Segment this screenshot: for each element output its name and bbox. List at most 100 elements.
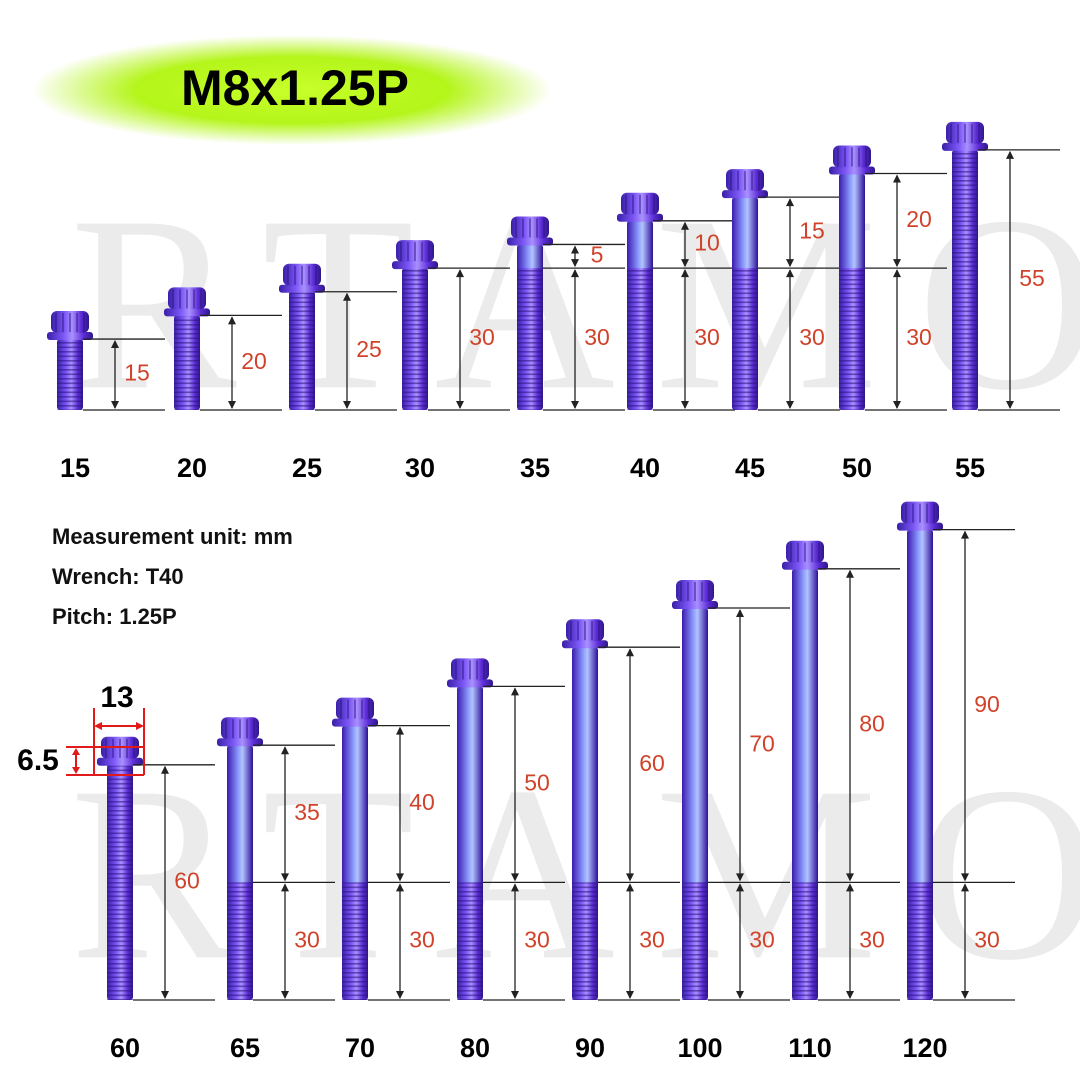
arrow-head (343, 401, 351, 409)
bolt-shank (573, 647, 597, 883)
arrow-head (396, 991, 404, 999)
length-label: 25 (292, 453, 322, 483)
arrow-head (681, 401, 689, 409)
arrow-head (281, 746, 289, 755)
length-label: 70 (345, 1033, 375, 1063)
length-label: 80 (460, 1033, 490, 1063)
arrow-head (571, 269, 579, 278)
dimension-label: 30 (469, 324, 495, 350)
bolt-thread (572, 882, 598, 1000)
length-label: 120 (902, 1033, 947, 1063)
arrow-head (281, 991, 289, 999)
dimension-label: 30 (859, 926, 885, 952)
bolt-flange (392, 261, 438, 270)
arrow-head (111, 401, 119, 409)
arrow-head (961, 873, 969, 882)
length-label: 35 (520, 453, 550, 483)
length-label: 90 (575, 1033, 605, 1063)
bolt-flange (97, 757, 143, 766)
length-label: 100 (677, 1033, 722, 1063)
bolt-thread (289, 291, 315, 410)
dimension-label: 30 (799, 324, 825, 350)
dimension-label: 55 (1019, 265, 1045, 291)
dimension-label: 90 (974, 691, 1000, 717)
arrow-head (626, 991, 634, 999)
arrow-head (846, 873, 854, 882)
spec: Wrench: T40 (52, 564, 184, 589)
spec: Measurement unit: mm (52, 524, 293, 549)
bolt-shank (908, 529, 932, 883)
arrow-head (961, 991, 969, 999)
arrow-head (396, 883, 404, 892)
bolt-shank (518, 244, 542, 269)
arrow-head (511, 873, 519, 882)
bolt-thread (57, 339, 83, 410)
arrow-head (786, 259, 794, 268)
arrow-head (626, 873, 634, 882)
arrow-head (626, 648, 634, 657)
bolt-thread (792, 882, 818, 1000)
bolt-thread (732, 268, 758, 410)
bolt-thread (952, 149, 978, 410)
length-label: 60 (110, 1033, 140, 1063)
arrow-head (681, 221, 689, 230)
length-label: 45 (735, 453, 765, 483)
bolt-thread (107, 764, 133, 1000)
arrow-head (1006, 150, 1014, 159)
bolt-flange (562, 640, 608, 649)
dimension-label: 15 (799, 218, 825, 244)
arrow-head (1006, 401, 1014, 409)
bolt-flange (447, 679, 493, 688)
dimension-label: 70 (749, 730, 775, 756)
arrow-head (396, 726, 404, 735)
arrow-head (511, 991, 519, 999)
head-dimensions: 13 6.5 (17, 681, 145, 777)
bolt-flange (782, 561, 828, 570)
arrow-head (681, 269, 689, 278)
bolt-thread (457, 882, 483, 1000)
arrow-head (736, 873, 744, 882)
bolt-shank (733, 197, 757, 269)
arrow-head (571, 245, 579, 254)
arrow-head (786, 198, 794, 207)
arrow-head (893, 174, 901, 183)
arrow-head (846, 991, 854, 999)
arrow-head (456, 269, 464, 278)
bolt-thread (402, 268, 428, 410)
arrow-head (511, 687, 519, 696)
arrow-head (893, 259, 901, 268)
bolt-thread (174, 315, 200, 410)
bolt-thread (227, 882, 253, 1000)
arrow-head (571, 401, 579, 409)
bolt-shank (228, 745, 252, 883)
bolt-thread (682, 882, 708, 1000)
arrow-head (786, 401, 794, 409)
bolt-shank (628, 220, 652, 269)
arrow-head (571, 259, 579, 268)
bolt-shank (683, 608, 707, 883)
length-label: 15 (60, 453, 90, 483)
dimension-label: 20 (906, 206, 932, 232)
arrow-head (281, 883, 289, 892)
arrow-head (161, 765, 169, 774)
dimension-label: 10 (694, 230, 720, 256)
bolt-flange (332, 718, 378, 727)
dimension-label: 30 (584, 324, 610, 350)
dimension-label: 30 (694, 324, 720, 350)
bolt-flange (722, 190, 768, 199)
bolt-flange (942, 142, 988, 151)
dimension-label: 25 (356, 336, 382, 362)
arrow-head (961, 530, 969, 539)
bolt-thread (839, 268, 865, 410)
dimension-label: 50 (524, 769, 550, 795)
arrow-head (228, 401, 236, 409)
bolt-shank (458, 686, 482, 883)
bolt-flange (47, 332, 93, 341)
length-label: 20 (177, 453, 207, 483)
arrow-head (228, 316, 236, 325)
bolt-flange (672, 601, 718, 609)
arrow-head (961, 883, 969, 892)
bolt-thread (907, 882, 933, 1000)
dimension-label: 60 (639, 750, 665, 776)
